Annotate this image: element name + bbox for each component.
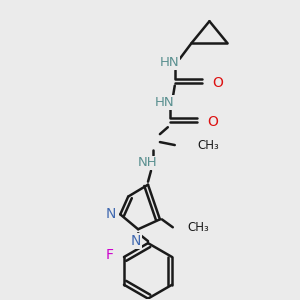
Text: HN: HN [160, 56, 180, 69]
Text: F: F [106, 248, 114, 262]
Text: NH: NH [138, 156, 158, 170]
Text: N: N [131, 234, 141, 248]
Text: N: N [105, 207, 116, 221]
Text: HN: HN [155, 96, 175, 109]
Text: CH₃: CH₃ [198, 139, 219, 152]
Text: O: O [212, 76, 223, 90]
Text: O: O [207, 115, 218, 129]
Text: CH₃: CH₃ [188, 221, 209, 234]
